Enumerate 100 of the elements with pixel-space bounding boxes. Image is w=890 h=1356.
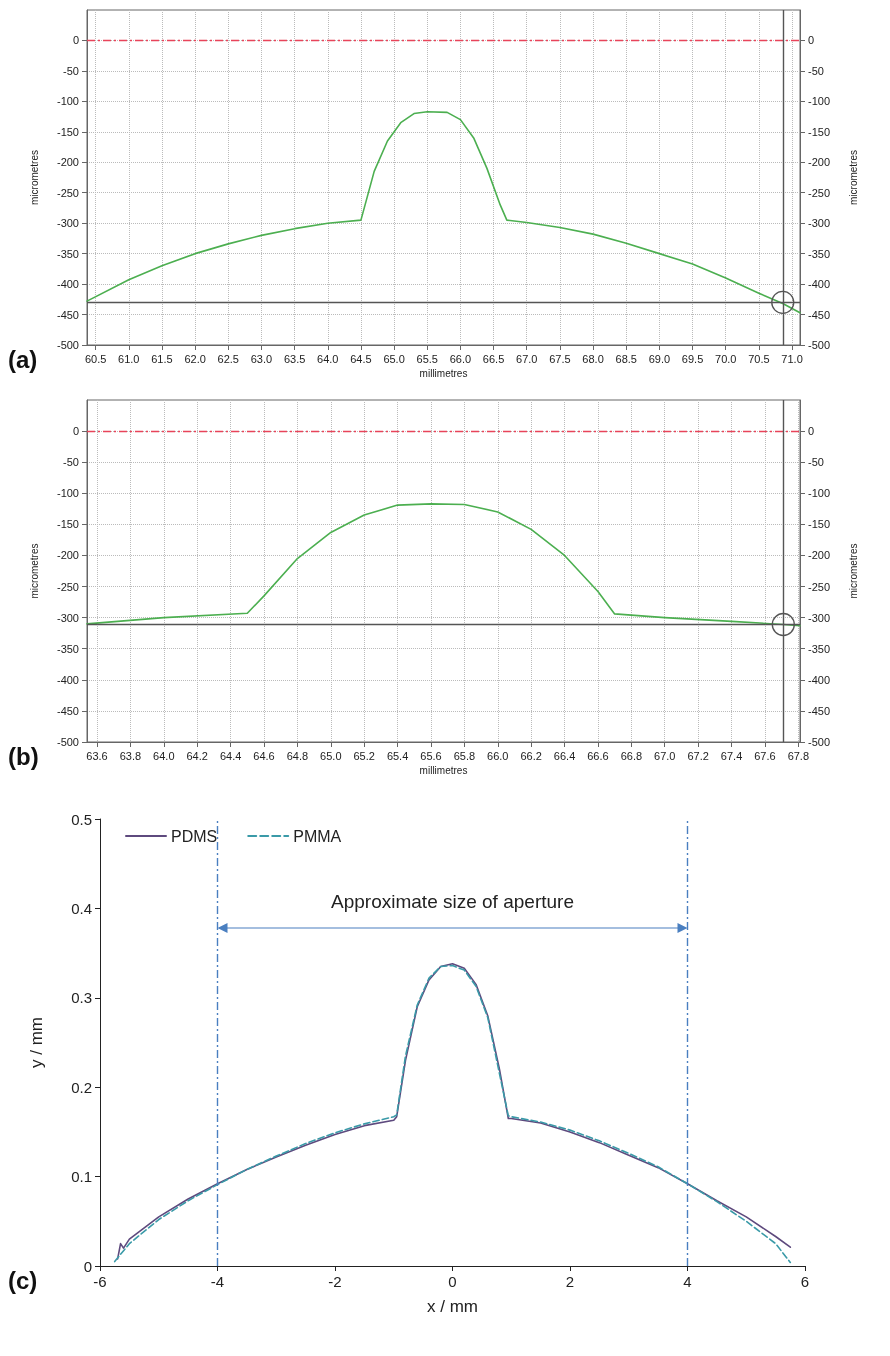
y-tick-label: -350	[56, 642, 79, 655]
text: (c)	[8, 1266, 38, 1294]
x-tick-label: 64.0	[153, 749, 175, 762]
y2-tick-label: -400	[808, 278, 831, 291]
y-tick-label: 0	[83, 1257, 92, 1275]
x-tick-label: 65.5	[416, 352, 438, 365]
x-tick-label: 66.8	[620, 749, 643, 762]
x-tick-label: 67.0	[654, 749, 676, 762]
y2-tick-label: -150	[808, 125, 831, 138]
x-tick-label: 65.0	[383, 352, 405, 365]
y2-tick-label: -300	[808, 611, 831, 624]
y2-tick-label: -250	[808, 186, 831, 199]
y2-tick-label: -200	[808, 549, 831, 562]
x-tick-label: 65.6	[420, 749, 442, 762]
x-tick-label: 6	[800, 1273, 810, 1290]
y-tick-label: -500	[56, 736, 79, 748]
y2-tick-label: 0	[808, 34, 815, 47]
x-tick-label: -4	[210, 1273, 225, 1290]
line-series	[86, 110, 801, 315]
y-tick-label: -300	[56, 217, 79, 230]
annotation: Approximate size of aperture	[331, 890, 574, 912]
x-tick-label: 66.0	[449, 352, 472, 365]
y-tick-label: -250	[56, 186, 79, 199]
x-tick-label: 66.6	[587, 749, 609, 762]
x-tick-label: -2	[328, 1273, 342, 1290]
x-tick-label: 62.0	[184, 352, 206, 365]
y-tick-label: -400	[56, 673, 79, 686]
y2-tick-label: 0	[808, 425, 815, 438]
y-tick-label: -50	[63, 456, 79, 469]
x-tick-label: 61.5	[151, 352, 173, 365]
x-tick-label: 63.5	[283, 352, 306, 365]
x-tick-label: 67.2	[687, 749, 709, 762]
y-tick-label: 0.3	[71, 989, 92, 1007]
x-tick-label: 64.4	[219, 749, 242, 762]
y2-tick-label: -350	[808, 642, 831, 655]
y-axis-title: micrometres	[28, 149, 40, 206]
y2-tick-label: -100	[808, 95, 831, 108]
x-tick-label: 66.4	[553, 749, 576, 762]
x-tick-label: 67.6	[754, 749, 776, 762]
x-tick-label: 60.5	[84, 352, 107, 365]
y-tick-label: -350	[56, 247, 79, 260]
y2-tick-label: -100	[808, 487, 831, 500]
x-tick-label: 64.6	[253, 749, 275, 762]
x-tick-label: 69.5	[681, 352, 704, 365]
x-tick-label: 70.0	[715, 352, 737, 365]
y-tick-label: -500	[56, 339, 79, 351]
x-tick-label: 65.8	[453, 749, 476, 762]
y2-tick-label: -500	[808, 339, 831, 351]
y2-tick-label: -150	[808, 518, 831, 531]
y2-tick-label: -450	[808, 704, 831, 717]
y2-tick-label: -200	[808, 156, 831, 169]
x-tick-label: 64.2	[186, 749, 208, 762]
y-tick-label: -450	[56, 704, 79, 717]
y-tick-label: -100	[56, 95, 79, 108]
x-axis-title: millimetres	[419, 765, 468, 777]
legend-label: PDMS	[171, 827, 218, 845]
y-tick-label: 0.1	[71, 1168, 92, 1186]
x-tick-label: 69.0	[648, 352, 671, 365]
x-tick-label: 70.5	[748, 352, 770, 365]
x-tick-label: 68.0	[582, 352, 604, 365]
y-tick-label: -250	[56, 580, 79, 593]
x-tick-label: 68.5	[615, 352, 637, 365]
x-tick-label: 63.8	[119, 749, 142, 762]
x-tick-label: 65.0	[320, 749, 342, 762]
x-tick-label: 2	[565, 1273, 575, 1290]
x-tick-label: 63.6	[86, 749, 108, 762]
y-tick-label: 0	[72, 34, 79, 47]
x-tick-label: 66.2	[520, 749, 542, 762]
x-tick-label: 62.5	[217, 352, 239, 365]
y-tick-label: -100	[56, 487, 79, 500]
x-tick-label: 64.0	[317, 352, 339, 365]
x-tick-label: 66.5	[482, 352, 505, 365]
x-tick-label: 67.8	[787, 749, 810, 762]
x-axis-title: x / mm	[427, 1297, 478, 1316]
y-tick-label: -450	[56, 308, 79, 321]
x-tick-label: 4	[683, 1273, 692, 1290]
y2-tick-label: -50	[808, 64, 824, 77]
x-tick-label: 67.5	[549, 352, 571, 365]
x-tick-label: 65.2	[353, 749, 375, 762]
y-tick-label: -400	[56, 278, 79, 291]
x-tick-label: 64.8	[286, 749, 309, 762]
y2-tick-label: -300	[808, 217, 831, 230]
y-tick-label: 0.5	[71, 810, 92, 828]
y-tick-label: 0.4	[71, 899, 92, 917]
y-tick-label: 0.2	[71, 1078, 92, 1096]
x-tick-label: -6	[93, 1273, 107, 1290]
y-tick-label: -150	[56, 518, 79, 531]
x-tick-label: 0	[448, 1273, 457, 1290]
x-tick-label: 66.0	[487, 749, 509, 762]
y2-tick-label: -250	[808, 580, 831, 593]
y2-axis-title: micrometres	[847, 543, 859, 599]
text: (a)	[8, 345, 38, 373]
x-tick-label: 63.0	[250, 352, 273, 365]
y-tick-label: -200	[56, 549, 79, 562]
y-tick-label: -200	[56, 156, 79, 169]
y2-tick-label: -350	[808, 247, 831, 260]
text: (b)	[8, 742, 39, 770]
y2-tick-label: -400	[808, 673, 831, 686]
legend-label: PMMA	[293, 827, 342, 845]
y-axis-title: micrometres	[28, 543, 40, 599]
